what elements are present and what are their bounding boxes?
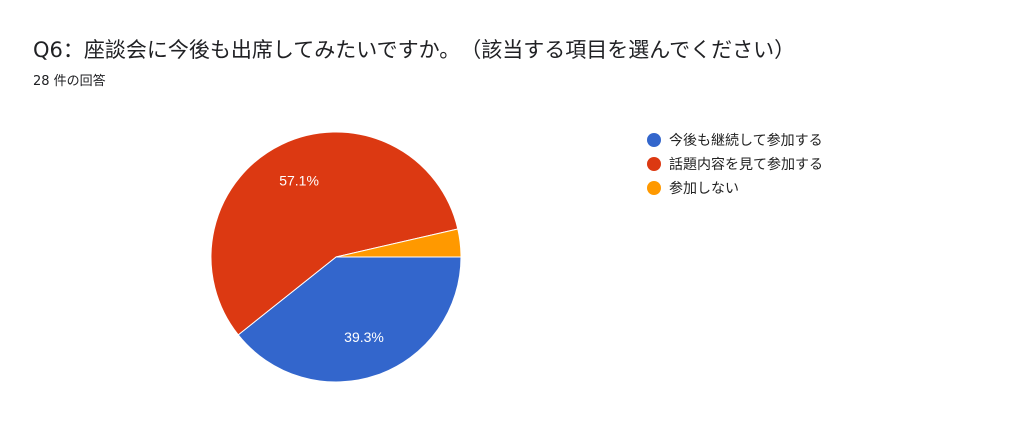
legend-item[interactable]: 今後も継続して参加する	[647, 128, 823, 152]
response-count: 28 件の回答	[33, 74, 106, 89]
pie-slice[interactable]	[335, 228, 462, 258]
legend-swatch-icon	[647, 181, 661, 195]
question-title: Q6：座談会に今後も出席してみたいですか。 （該当する項目を選んでください）	[33, 38, 796, 62]
data-label: 39.3%	[344, 329, 384, 345]
legend-label: 参加しない	[669, 181, 739, 197]
legend-swatch-icon	[647, 157, 661, 171]
legend-label: 話題内容を見て参加する	[669, 157, 823, 173]
pie-slice[interactable]	[210, 131, 459, 336]
data-label: 57.1%	[279, 172, 319, 188]
legend-label: 今後も継続して参加する	[669, 133, 823, 149]
legend-item[interactable]: 話題内容を見て参加する	[647, 152, 823, 176]
legend-swatch-icon	[647, 133, 661, 147]
legend-item[interactable]: 参加しない	[647, 176, 823, 200]
legend: 今後も継続して参加する 話題内容を見て参加する 参加しない	[647, 128, 823, 200]
pie-slice[interactable]	[237, 256, 462, 383]
